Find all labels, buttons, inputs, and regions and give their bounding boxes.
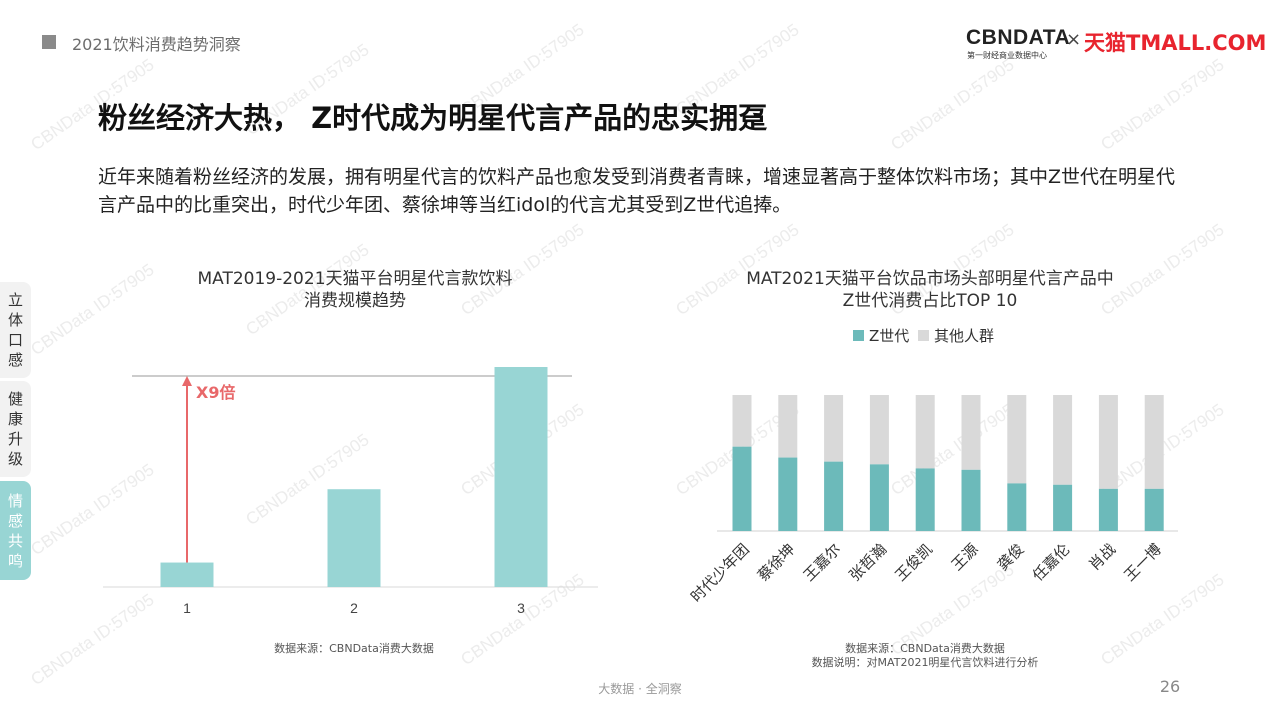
bar-segment-z [961, 469, 981, 531]
x-tick-label: 任嘉伦 [1029, 540, 1074, 585]
bar-segment-z [1144, 488, 1164, 531]
legend-swatch-z [853, 330, 864, 341]
bar-segment-other [869, 395, 889, 465]
x-tick-label: 龚俊 [994, 540, 1028, 574]
right-chart-title-line2: Z世代消费占比TOP 10 [842, 291, 1018, 311]
bar-segment-other [1053, 395, 1073, 485]
x-tick-label: 张哲瀚 [846, 540, 891, 585]
cbndata-logo-subtitle: 第一财经商业数据中心 [967, 51, 1047, 60]
growth-annotation: X9倍 [196, 383, 235, 402]
bar-segment-z [1098, 488, 1118, 531]
x-tick-label: 王俊凯 [891, 540, 936, 585]
bar-segment-other [1098, 395, 1118, 489]
side-tab-label: 健康升级 [7, 390, 23, 468]
right-chart-title-line1: MAT2021天猫平台饮品市场头部明星代言产品中 [746, 269, 1114, 289]
side-tab-texture[interactable]: 立体口感 [0, 282, 31, 378]
side-tab-label: 情感共鸣 [7, 491, 23, 570]
left-chart-title-line2: 消费规模趋势 [304, 291, 406, 311]
x-tick-label: 王一博 [1120, 540, 1165, 585]
x-tick-label: 肖战 [1085, 540, 1119, 574]
right-chart-source-line2: 数据说明：对MAT2021明星代言饮料进行分析 [811, 656, 1039, 669]
bar-segment-z [869, 464, 889, 531]
page-description: 近年来随着粉丝经济的发展，拥有明星代言的饮料产品也愈发受到消费者青睐，增速显著高… [98, 166, 1176, 216]
left-chart-title: MAT2019-2021天猫平台明星代言款饮料 消费规模趋势 [150, 268, 560, 312]
tmall-logo: 天猫TMALL.COM [1084, 31, 1267, 55]
bar [327, 489, 381, 587]
bar-segment-z [778, 457, 798, 531]
growth-arrow-head [182, 376, 192, 386]
footer-slogan: 大数据 · 全洞察 [598, 682, 682, 696]
x-tick-label: 1 [183, 600, 191, 616]
left-chart-title-line1: MAT2019-2021天猫平台明星代言款饮料 [197, 269, 513, 289]
right-chart-title: MAT2021天猫平台饮品市场头部明星代言产品中 Z世代消费占比TOP 10 [700, 268, 1160, 312]
side-tab-label: 立体口感 [7, 291, 23, 369]
bar-segment-other [1144, 395, 1164, 489]
x-tick-label: 王嘉尔 [800, 540, 845, 585]
page-number: 26 [1159, 677, 1181, 696]
legend-label-other: 其他人群 [934, 327, 994, 345]
right-chart-source: 数据来源：CBNData消费大数据 数据说明：对MAT2021明星代言饮料进行分… [790, 642, 1060, 670]
left-chart-source: 数据来源：CBNData消费大数据 [274, 642, 434, 655]
bar-segment-other [824, 395, 844, 462]
side-tab-emotion[interactable]: 情感共鸣 [0, 481, 31, 580]
bar-segment-other [778, 395, 798, 458]
x-tick-label: 2 [350, 600, 358, 616]
side-tab-health[interactable]: 健康升级 [0, 381, 31, 477]
section-title: 2021饮料消费趋势洞察 [72, 35, 241, 54]
logo-separator: × [1066, 29, 1082, 50]
bar [160, 562, 214, 587]
page-title: 粉丝经济大热， Z时代成为明星代言产品的忠实拥趸 [98, 101, 768, 135]
brand-logos: CBNDATA 第一财经商业数据中心 × 天猫TMALL.COM [966, 26, 1266, 62]
bar-segment-z [1007, 483, 1027, 531]
legend-label-z: Z世代 [869, 327, 909, 345]
legend-swatch-other [918, 330, 929, 341]
bar-segment-z [915, 468, 935, 531]
bar-segment-z [732, 446, 752, 531]
bar-segment-other [1007, 395, 1027, 484]
bar-segment-z [824, 461, 844, 531]
x-tick-label: 时代少年团 [687, 540, 753, 606]
bar-segment-other [915, 395, 935, 469]
x-tick-label: 蔡徐坤 [754, 540, 799, 585]
x-tick-label: 王源 [948, 540, 982, 574]
cbndata-logo: CBNDATA [966, 26, 1071, 49]
section-marker [42, 35, 56, 49]
bar-segment-other [732, 395, 752, 447]
x-tick-label: 3 [517, 600, 525, 616]
bar-segment-z [1053, 484, 1073, 531]
bar-segment-other [961, 395, 981, 470]
bar [494, 367, 548, 587]
right-chart-source-line1: 数据来源：CBNData消费大数据 [845, 642, 1005, 655]
